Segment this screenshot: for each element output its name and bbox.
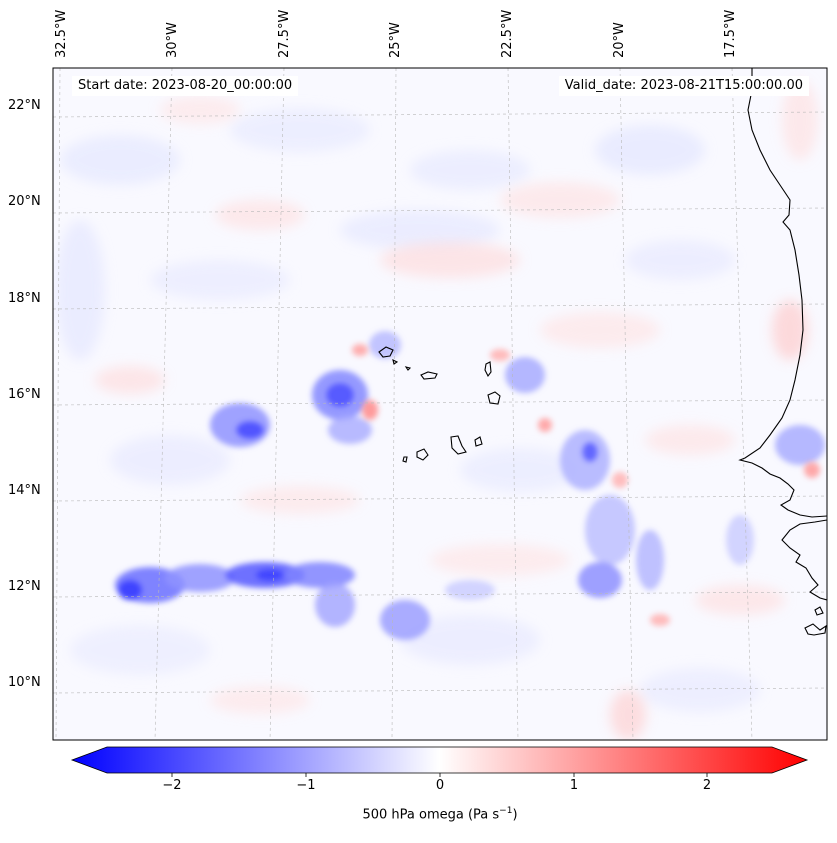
weak-red-patches — [95, 80, 818, 740]
colorbar-ticks — [171, 773, 708, 777]
omega-field — [53, 68, 827, 740]
lat-label-12n: 12°N — [8, 579, 41, 594]
weak-blue-patches — [55, 108, 760, 712]
start-date-label: Start date: 2023-08-20_00:00:00 — [72, 76, 299, 96]
strong-ascent-patches — [115, 331, 825, 640]
lat-label-20n: 20°N — [8, 194, 41, 209]
colorbar — [70, 746, 809, 777]
bissagos-islands — [804, 623, 827, 636]
colorbar-label: 500 hPa omega (Pa s−1) — [0, 806, 837, 822]
lon-label-32-5w: 32.5°W — [54, 9, 69, 58]
colorbar-label-text: 500 hPa omega (Pa s — [362, 807, 500, 823]
colorbar-tick-label: −2 — [162, 778, 182, 793]
gridlines — [53, 68, 827, 740]
valid-date-label: Valid_date: 2023-08-21T15:00:00.00 — [558, 76, 809, 96]
colorbar-label-close: ) — [512, 807, 518, 823]
lon-label-25w: 25°W — [388, 22, 403, 58]
lat-label-10n: 10°N — [8, 675, 41, 690]
descent-cells — [352, 344, 820, 626]
lat-label-14n: 14°N — [8, 483, 41, 498]
colorbar-bar — [70, 746, 809, 774]
cape-verde-islands — [378, 346, 501, 463]
lon-label-30w: 30°W — [165, 22, 180, 58]
lon-label-27-5w: 27.5°W — [277, 9, 292, 58]
colorbar-label-exponent: −1 — [499, 806, 513, 816]
coastline-west-africa — [738, 68, 827, 518]
colorbar-tick-label: 2 — [702, 778, 712, 793]
lon-label-22-5w: 22.5°W — [500, 9, 515, 58]
coastline-guinea-bissau — [781, 519, 827, 601]
lat-label-18n: 18°N — [8, 291, 41, 306]
colorbar-tick-label: −1 — [296, 778, 316, 793]
colorbar-tick-label: 0 — [435, 778, 445, 793]
lat-label-22n: 22°N — [8, 98, 41, 113]
map-frame — [52, 67, 828, 741]
lon-label-20w: 20°W — [612, 22, 627, 58]
lat-label-16n: 16°N — [8, 387, 41, 402]
lon-label-17-5w: 17.5°W — [723, 9, 738, 58]
colorbar-tick-label: 1 — [569, 778, 579, 793]
